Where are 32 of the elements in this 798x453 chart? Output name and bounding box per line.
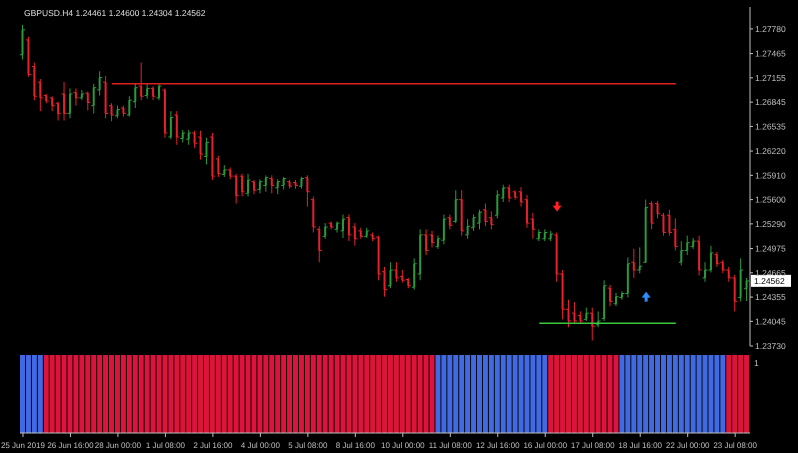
chart-title: GBPUSD.H4 1.24461 1.24600 1.24304 1.24562 <box>24 8 206 18</box>
x-tick-label: 25 Jun 2019 <box>0 441 46 450</box>
x-tick-label: 5 Jul 08:00 <box>288 441 328 450</box>
y-tick-label: 1.25290 <box>755 218 786 229</box>
x-tick-label: 8 Jul 16:00 <box>336 441 376 450</box>
y-tick-label: 1.27155 <box>755 72 786 83</box>
x-tick-label: 23 Jul 08:00 <box>713 441 758 450</box>
y-tick-label: 1.27465 <box>755 48 786 59</box>
y-tick-label: 1.26845 <box>755 97 786 108</box>
x-tick-label: 4 Jul 00:00 <box>240 441 280 450</box>
x-tick-label: 10 Jul 00:00 <box>381 441 426 450</box>
x-tick-label: 28 Jun 00:00 <box>94 441 142 450</box>
text: 1 <box>754 358 759 368</box>
x-tick-label: 18 Jul 16:00 <box>618 441 663 450</box>
y-tick-label: 1.27780 <box>755 24 786 34</box>
y-tick-label: 1.24355 <box>755 292 786 302</box>
y-tick-label: 1.26535 <box>755 121 786 132</box>
x-tick-label: 26 Jun 16:00 <box>47 441 94 450</box>
y-tick-label: 1.24975 <box>755 244 786 254</box>
y-tick-label: 1.23730 <box>755 341 786 352</box>
y-tick-label: 1.25600 <box>755 194 786 205</box>
x-tick-label: 2 Jul 16:00 <box>193 441 234 450</box>
x-tick-label: 16 Jul 00:00 <box>523 441 568 450</box>
y-tick-label: 1.24045 <box>755 316 786 326</box>
x-tick-label: 11 Jul 08:00 <box>428 441 472 450</box>
x-tick-label: 17 Jul 08:00 <box>570 441 616 450</box>
x-tick-label: 1 Jul 08:00 <box>146 441 186 450</box>
y-tick-label: 1.26220 <box>755 146 786 156</box>
annotation: 1.24562 <box>754 276 785 286</box>
x-tick-label: 12 Jul 16:00 <box>476 441 520 450</box>
y-tick-label: 1.25910 <box>755 170 786 180</box>
x-tick-label: 22 Jul 00:00 <box>666 441 710 450</box>
